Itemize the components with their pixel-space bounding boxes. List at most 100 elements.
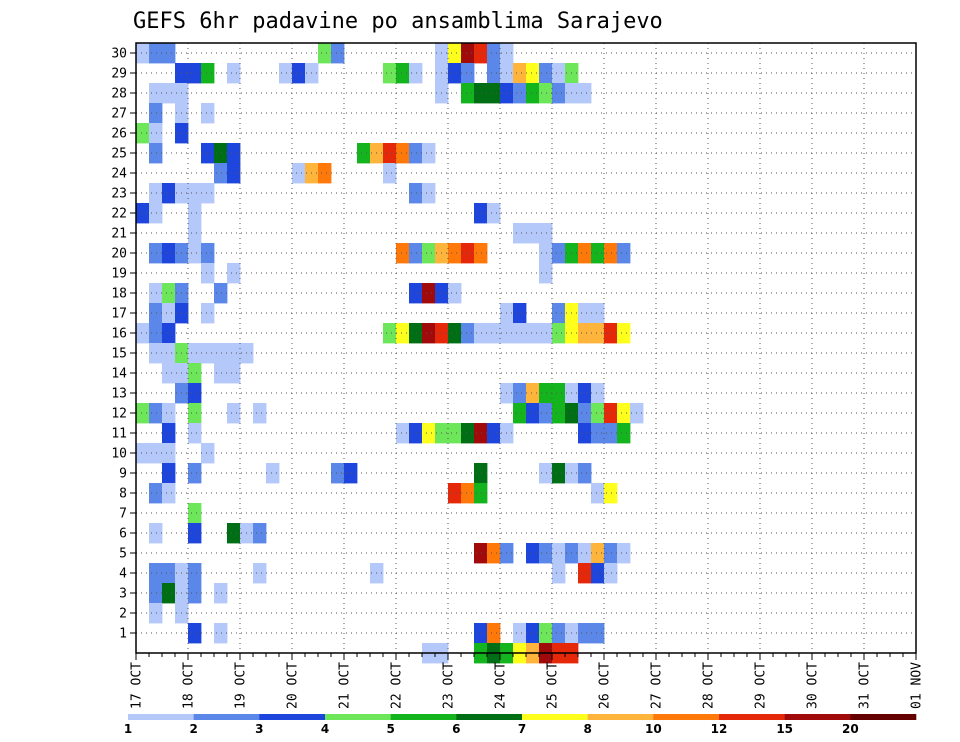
y-tick-label: 7 bbox=[119, 507, 127, 522]
heatmap-cell bbox=[604, 323, 618, 344]
heatmap-cell bbox=[409, 323, 423, 344]
heatmap-cell bbox=[149, 563, 163, 584]
heatmap-cell bbox=[539, 83, 553, 104]
heatmap-cell bbox=[214, 283, 228, 304]
heatmap-cell bbox=[591, 243, 605, 264]
heatmap-cell bbox=[552, 543, 566, 564]
heatmap-cell bbox=[409, 63, 423, 84]
heatmap-cell bbox=[539, 463, 553, 484]
y-tick-label: 15 bbox=[111, 347, 127, 362]
heatmap-cell bbox=[552, 623, 566, 644]
y-tick-label: 2 bbox=[119, 607, 127, 622]
heatmap-cell bbox=[162, 443, 176, 464]
colorbar-label: 8 bbox=[583, 722, 591, 736]
y-tick-label: 13 bbox=[111, 387, 127, 402]
heatmap-cell bbox=[591, 323, 605, 344]
heatmap-cell bbox=[474, 463, 488, 484]
heatmap-cell bbox=[318, 163, 332, 184]
heatmap-cell bbox=[487, 63, 501, 84]
heatmap-cell bbox=[188, 383, 202, 404]
heatmap-cell bbox=[604, 543, 618, 564]
heatmap-cell bbox=[461, 83, 475, 104]
y-tick-label: 6 bbox=[119, 527, 127, 542]
heatmap-cell bbox=[539, 263, 553, 284]
x-tick-label: 21 OCT bbox=[338, 662, 353, 709]
heatmap-cell bbox=[578, 243, 592, 264]
heatmap-cell bbox=[149, 583, 163, 604]
heatmap-cell bbox=[227, 63, 241, 84]
x-tick-label: 26 OCT bbox=[598, 662, 613, 709]
y-tick-label: 20 bbox=[111, 247, 127, 262]
heatmap-cell bbox=[383, 143, 397, 164]
heatmap-cell bbox=[188, 183, 202, 204]
heatmap-cell bbox=[474, 543, 488, 564]
heatmap-cell bbox=[448, 43, 462, 64]
heatmap-cell bbox=[188, 463, 202, 484]
heatmap-cell bbox=[227, 343, 241, 364]
heatmap-cell bbox=[136, 323, 150, 344]
colorbar-label: 5 bbox=[386, 722, 394, 736]
heatmap-cell bbox=[474, 483, 488, 504]
y-tick-label: 25 bbox=[111, 147, 127, 162]
heatmap-cell bbox=[162, 83, 176, 104]
heatmap-cell bbox=[617, 423, 631, 444]
heatmap-cell bbox=[136, 443, 150, 464]
y-tick-label: 12 bbox=[111, 407, 127, 422]
heatmap-cell bbox=[578, 623, 592, 644]
colorbar-label: 4 bbox=[321, 722, 329, 736]
heatmap-cell bbox=[136, 203, 150, 224]
colorbar-label: 15 bbox=[776, 722, 793, 736]
heatmap-cell bbox=[188, 63, 202, 84]
heatmap-cell bbox=[422, 183, 436, 204]
heatmap-cell bbox=[591, 423, 605, 444]
x-tick-label: 31 OCT bbox=[858, 662, 873, 709]
heatmap-cell bbox=[578, 463, 592, 484]
heatmap-cell bbox=[617, 323, 631, 344]
heatmap-cell bbox=[487, 423, 501, 444]
x-tick-label: 18 OCT bbox=[182, 662, 197, 709]
heatmap-cell bbox=[188, 243, 202, 264]
heatmap-cell bbox=[214, 363, 228, 384]
heatmap-cell bbox=[526, 63, 540, 84]
heatmap-cell bbox=[448, 483, 462, 504]
heatmap-cell bbox=[422, 283, 436, 304]
x-tick-label: 29 OCT bbox=[754, 662, 769, 709]
heatmap-cell bbox=[552, 243, 566, 264]
colorbar-swatch bbox=[325, 714, 391, 720]
heatmap-cell bbox=[149, 183, 163, 204]
x-tick-label: 22 OCT bbox=[390, 662, 405, 709]
x-tick-label: 24 OCT bbox=[494, 662, 509, 709]
y-tick-label: 8 bbox=[119, 487, 127, 502]
heatmap-cell bbox=[214, 623, 228, 644]
heatmap-cell bbox=[253, 523, 267, 544]
heatmap-cell bbox=[487, 323, 501, 344]
heatmap-cell bbox=[552, 323, 566, 344]
heatmap-cell bbox=[552, 563, 566, 584]
heatmap-cell bbox=[578, 323, 592, 344]
heatmap-cell bbox=[552, 383, 566, 404]
heatmap-cell bbox=[578, 403, 592, 424]
x-tick-label: 25 OCT bbox=[546, 662, 561, 709]
heatmap-cell bbox=[149, 443, 163, 464]
heatmap-cell bbox=[214, 143, 228, 164]
heatmap-cell bbox=[604, 563, 618, 584]
y-tick-label: 17 bbox=[111, 307, 127, 322]
heatmap-cell bbox=[461, 63, 475, 84]
heatmap-cell bbox=[448, 63, 462, 84]
heatmap-cell bbox=[552, 463, 566, 484]
dotted-grid bbox=[136, 43, 916, 653]
x-tick-label: 30 OCT bbox=[806, 662, 821, 709]
heatmap-cell bbox=[461, 243, 475, 264]
heatmap-cell bbox=[162, 283, 176, 304]
heatmap-cell bbox=[552, 83, 566, 104]
heatmap-cell bbox=[487, 623, 501, 644]
x-tick-label: 28 OCT bbox=[702, 662, 717, 709]
heatmap-cell bbox=[188, 423, 202, 444]
heatmap-cell bbox=[201, 63, 215, 84]
heatmap-cell bbox=[526, 623, 540, 644]
heatmap-cell bbox=[513, 403, 527, 424]
heatmap-cell bbox=[162, 323, 176, 344]
heatmap-cell bbox=[162, 343, 176, 364]
heatmap-cell bbox=[604, 423, 618, 444]
colorbar-label: 12 bbox=[711, 722, 728, 736]
